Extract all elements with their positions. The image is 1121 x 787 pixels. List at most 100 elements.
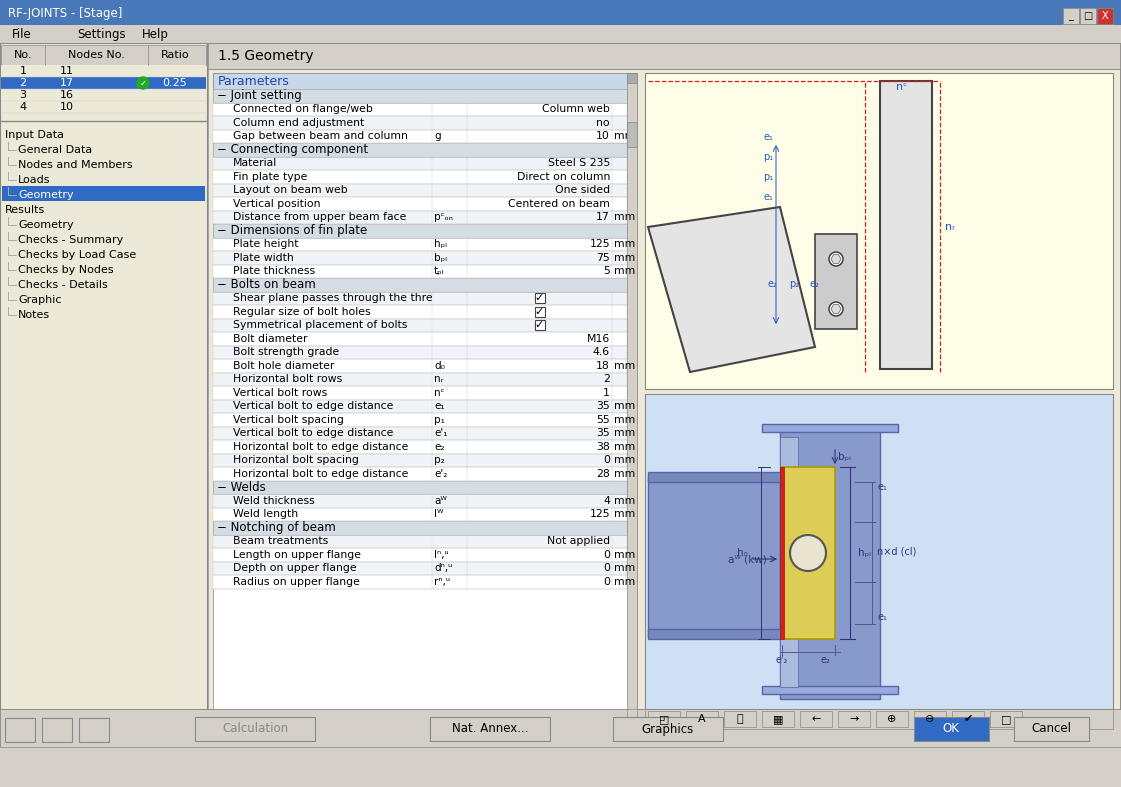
Bar — [213, 494, 627, 508]
Bar — [213, 264, 627, 278]
Text: e₂: e₂ — [768, 279, 778, 289]
Text: General Data: General Data — [18, 145, 92, 154]
Text: One sided: One sided — [555, 185, 610, 195]
Polygon shape — [762, 424, 898, 432]
Text: mm: mm — [614, 509, 636, 519]
Polygon shape — [780, 437, 798, 687]
Text: mm: mm — [614, 428, 636, 438]
Text: g: g — [434, 131, 441, 141]
Text: Vertical bolt rows: Vertical bolt rows — [233, 388, 327, 397]
Text: e₁: e₁ — [763, 132, 772, 142]
Text: Weld thickness: Weld thickness — [233, 496, 315, 506]
Text: 28: 28 — [596, 469, 610, 478]
Bar — [1097, 8, 1113, 24]
Bar — [627, 73, 637, 731]
Bar — [4, 718, 35, 742]
Text: Notes: Notes — [18, 309, 50, 320]
Bar — [213, 561, 627, 575]
Text: nᶜ: nᶜ — [896, 82, 907, 92]
Bar — [613, 717, 723, 741]
Text: Bolt diameter: Bolt diameter — [233, 334, 307, 344]
Text: p₂: p₂ — [789, 279, 799, 289]
Text: e₁: e₁ — [877, 612, 887, 622]
Text: 4: 4 — [603, 496, 610, 506]
Bar — [2, 186, 205, 201]
Text: 0: 0 — [603, 455, 610, 465]
Text: p₁: p₁ — [763, 152, 773, 162]
Bar — [213, 413, 627, 427]
Text: 17: 17 — [596, 212, 610, 222]
Text: Not applied: Not applied — [547, 536, 610, 546]
Bar — [0, 709, 1121, 747]
Text: Settings: Settings — [77, 28, 126, 40]
Text: ▦: ▦ — [772, 714, 784, 724]
Text: mm: mm — [614, 563, 636, 573]
Bar — [213, 130, 627, 143]
Text: 125: 125 — [590, 509, 610, 519]
Text: no: no — [596, 118, 610, 127]
Bar — [0, 0, 1121, 25]
Bar — [213, 548, 627, 561]
Polygon shape — [780, 427, 880, 699]
Bar — [1, 45, 206, 65]
Bar — [213, 319, 627, 332]
Bar — [213, 575, 627, 589]
Text: 55: 55 — [596, 415, 610, 425]
Text: mm: mm — [614, 415, 636, 425]
Text: Vertical position: Vertical position — [233, 199, 321, 209]
Bar — [645, 394, 1113, 709]
Text: p₁: p₁ — [763, 172, 773, 182]
Text: − Connecting component: − Connecting component — [217, 143, 368, 157]
Text: mm: mm — [614, 401, 636, 412]
Text: mm: mm — [614, 496, 636, 506]
Bar — [876, 711, 908, 727]
Text: − Dimensions of fin plate: − Dimensions of fin plate — [217, 224, 368, 237]
Text: n×d (cl): n×d (cl) — [877, 547, 916, 557]
Text: mm: mm — [614, 550, 636, 560]
Text: Plate height: Plate height — [233, 239, 298, 249]
Text: 1: 1 — [603, 388, 610, 397]
Text: mm: mm — [614, 253, 636, 263]
Text: Column web: Column web — [543, 104, 610, 114]
Text: Horizontal bolt spacing: Horizontal bolt spacing — [233, 455, 359, 465]
Bar — [209, 43, 1120, 747]
Text: 5: 5 — [603, 266, 610, 276]
Text: mm: mm — [614, 131, 636, 141]
Text: Horizontal bolt to edge distance: Horizontal bolt to edge distance — [233, 442, 408, 452]
Text: ✓: ✓ — [535, 294, 544, 303]
Bar — [645, 73, 1113, 389]
Text: Plate width: Plate width — [233, 253, 294, 263]
Text: bₚₗ: bₚₗ — [434, 253, 447, 263]
Text: Vertical bolt to edge distance: Vertical bolt to edge distance — [233, 428, 393, 438]
Text: lᵂ: lᵂ — [434, 509, 444, 519]
Text: 17: 17 — [61, 78, 74, 88]
Text: File: File — [12, 28, 31, 40]
Bar — [535, 320, 545, 330]
Bar — [627, 122, 637, 147]
Text: ✓: ✓ — [535, 320, 544, 331]
Text: − Welds: − Welds — [217, 481, 266, 493]
Text: Checks - Summary: Checks - Summary — [18, 235, 123, 245]
Text: 2: 2 — [19, 78, 27, 88]
Bar — [213, 197, 627, 210]
Text: e₂: e₂ — [434, 442, 445, 452]
Polygon shape — [648, 477, 780, 637]
Text: − Joint setting: − Joint setting — [217, 89, 302, 102]
Text: Geometry: Geometry — [18, 190, 74, 199]
Bar — [195, 717, 315, 741]
Text: Bolt strength grade: Bolt strength grade — [233, 347, 340, 357]
Bar — [648, 711, 680, 727]
Bar — [213, 359, 627, 372]
Text: Loads: Loads — [18, 175, 50, 184]
Text: M16: M16 — [586, 334, 610, 344]
Bar — [627, 73, 637, 83]
Text: Geometry: Geometry — [18, 220, 74, 230]
Text: Checks by Load Case: Checks by Load Case — [18, 249, 137, 260]
Text: _: _ — [1068, 11, 1074, 21]
Text: Column end adjustment: Column end adjustment — [233, 118, 364, 127]
Polygon shape — [782, 467, 835, 639]
Text: mm: mm — [614, 360, 636, 371]
Bar — [1, 77, 206, 89]
Text: mm: mm — [614, 266, 636, 276]
Text: Gap between beam and column: Gap between beam and column — [233, 131, 408, 141]
